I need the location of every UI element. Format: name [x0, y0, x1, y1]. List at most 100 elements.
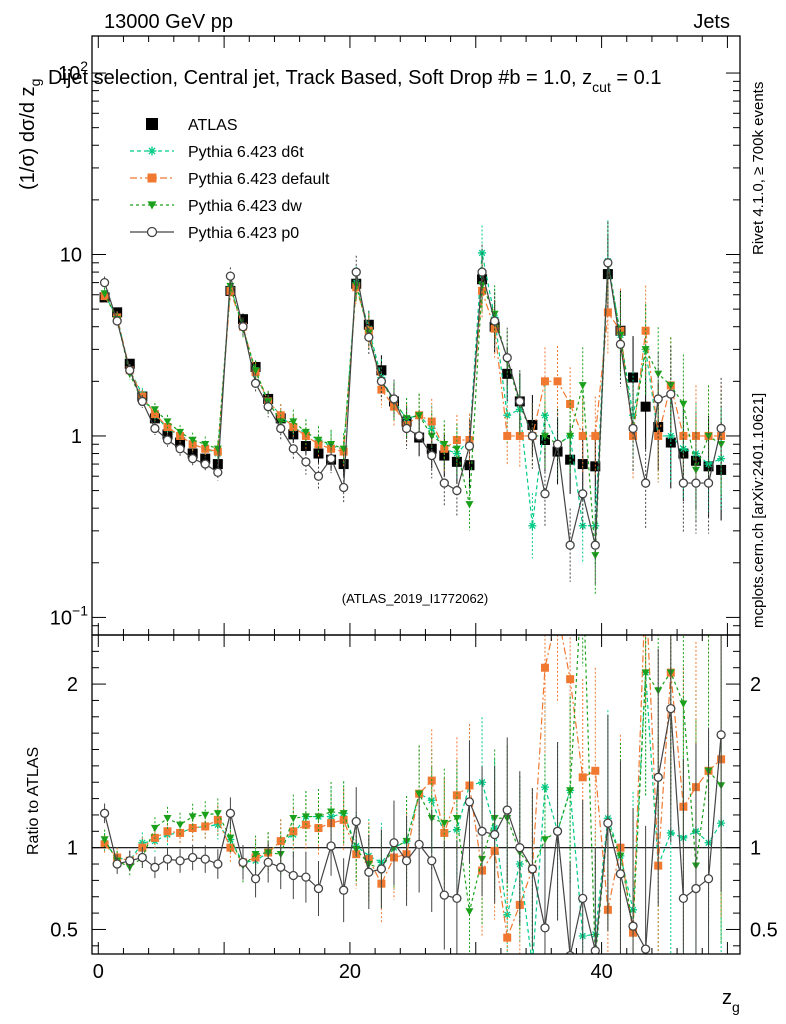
- pythia-6-423-p0-point: [99, 277, 110, 288]
- ratio-pythia-6-423-default-point: [314, 824, 323, 833]
- ratio-pythia-6-423-p0-point: [250, 874, 261, 884]
- ratio-y-tick-label: 2: [67, 674, 78, 696]
- legend-item-pythia-6-423-dw: Pythia 6.423 dw: [130, 198, 302, 215]
- pythia-6-423-p0-point: [188, 453, 198, 464]
- ratio-pythia-6-423-default-point: [591, 766, 600, 775]
- ratio-pythia-6-423-dw-point: [440, 819, 449, 828]
- pythia-6-423-p0-point: [339, 482, 349, 493]
- pythia-6-423-d6t-point: [578, 521, 587, 530]
- ratio-pythia-6-423-dw-point: [452, 815, 461, 823]
- ratio-pythia-6-423-p0-point: [439, 890, 449, 900]
- ratio-pythia-6-423-p0-point: [640, 944, 651, 954]
- legend-item-pythia-6-423-default: Pythia 6.423 default: [130, 171, 330, 188]
- main-y-tick-label: 1: [71, 426, 82, 448]
- ratio-pythia-6-423-p0-point: [691, 883, 701, 894]
- pythia-6-423-p0-point: [112, 316, 122, 326]
- ratio-pythia-6-423-p0-point: [527, 864, 538, 874]
- pythia-6-423-p0-point: [464, 441, 475, 451]
- pythia-6-423-p0-point: [288, 444, 298, 454]
- ratio-pythia-6-423-dw-point: [314, 813, 323, 821]
- ratio-pythia-6-423-p0-point: [276, 862, 286, 872]
- plot-title-tail: = 0.1: [611, 67, 662, 89]
- ratio-pythia-6-423-dw-point: [201, 811, 210, 819]
- legend-label: Pythia 6.423 dw: [188, 198, 302, 215]
- category-label: Jets: [693, 11, 730, 33]
- pythia-6-423-p0-point: [150, 423, 160, 434]
- pythia-6-423-p0-point: [452, 485, 462, 496]
- pythia-6-423-default-point: [150, 410, 159, 419]
- pythia-6-423-p0-point: [527, 431, 538, 441]
- main-y-axis-label: (1/σ) dσ/d zg: [17, 79, 43, 190]
- ratio-pythia-6-423-p0-point: [578, 893, 588, 904]
- pythia-6-423-default-point: [641, 326, 650, 335]
- pythia-6-423-p0-point: [414, 431, 424, 441]
- atlas-point: [552, 446, 563, 457]
- pythia-6-423-d6t-point: [629, 411, 638, 420]
- x-tick-label: 0: [93, 961, 104, 983]
- ratio-pythia-6-423-p0-point: [678, 893, 689, 904]
- ratio-pythia-6-423-p0-point: [603, 818, 613, 828]
- ratio-frame: [91, 634, 741, 955]
- legend-label: Pythia 6.423 p0: [188, 225, 299, 242]
- pythia-6-423-p0-point: [666, 389, 676, 399]
- plot-title: Dijet selection, Central jet, Track Base…: [48, 67, 661, 95]
- ratio-pythia-6-423-p0-point: [590, 946, 600, 954]
- pythia-6-423-p0-point: [401, 423, 412, 434]
- ratio-pythia-6-423-p0-point: [162, 854, 173, 864]
- pythia-6-423-p0-point: [703, 478, 714, 488]
- pythia-6-423-p0-point: [578, 489, 588, 499]
- pythia-6-423-dw-line: [104, 262, 722, 556]
- ratio-pythia-6-423-p0-point: [326, 841, 336, 851]
- ratio-pythia-6-423-default-point: [642, 579, 650, 587]
- pythia-6-423-dw-point: [163, 418, 172, 426]
- ratio-pythia-6-423-dw-point: [540, 836, 549, 844]
- ratio-y-tick-label-right: 2: [750, 674, 761, 696]
- ratio-pythia-6-423-p0-point: [515, 843, 525, 853]
- ratio-pythia-6-423-dw-point: [188, 813, 197, 821]
- pythia-6-423-default-point: [188, 440, 197, 449]
- legend-swatch-marker: [147, 201, 157, 210]
- ratio-pythia-6-423-p0-point: [540, 923, 550, 933]
- ratio-pythia-6-423-p0-point: [364, 867, 374, 877]
- series-pythia-6-423-d6t: [100, 220, 726, 566]
- main-y-tick-label: 10: [60, 244, 82, 266]
- ratio-pythia-6-423-p0-point: [477, 826, 487, 836]
- ratio-pythia-6-423-dw-point: [327, 808, 336, 816]
- ratio-pythia-6-423-default-point: [100, 840, 109, 849]
- atlas-point: [313, 448, 324, 459]
- ratio-pythia-6-423-default-point: [540, 663, 549, 672]
- ratio-y-axis-label: Ratio to ATLAS: [25, 747, 42, 855]
- ratio-pythia-6-423-dw-point: [176, 821, 185, 829]
- ratio-pythia-6-423-default-point: [566, 675, 575, 684]
- ratio-pythia-6-423-dw-point: [213, 810, 222, 818]
- legend-label: Pythia 6.423 default: [188, 171, 330, 188]
- ratio-pythia-6-423-dw-point: [301, 813, 310, 821]
- ratio-panel: [92, 565, 740, 954]
- ratio-pythia-6-423-dw-line: [104, 635, 722, 954]
- pythia-6-423-p0-point: [200, 459, 210, 469]
- pythia-6-423-default-point: [377, 385, 386, 394]
- pythia-6-423-dw-point: [402, 415, 411, 423]
- ratio-pythia-6-423-default-point: [578, 773, 587, 782]
- pythia-6-423-dw-point: [314, 436, 323, 444]
- ratio-pythia-6-423-p0-point: [112, 859, 122, 869]
- pythia-6-423-dw-point: [666, 382, 675, 390]
- pythia-6-423-p0-point: [162, 435, 173, 445]
- pythia-6-423-d6t-point: [528, 521, 537, 530]
- pythia-6-423-p0-point: [565, 540, 575, 550]
- atlas-point: [300, 441, 311, 452]
- pythia-6-423-p0-point: [615, 339, 626, 349]
- ratio-pythia-6-423-p0-point: [716, 730, 726, 740]
- ratio-pythia-6-423-p0-point: [339, 885, 349, 895]
- pythia-6-423-p0-point: [376, 376, 387, 386]
- ratio-y-tick-label: 0.5: [50, 919, 78, 941]
- atlas-point: [338, 459, 349, 470]
- pythia-6-423-dw-point: [176, 428, 185, 437]
- legend-item-atlas: ATLAS: [146, 117, 238, 134]
- pythia-6-423-dw-point: [704, 432, 713, 440]
- pythia-6-423-dw-point: [150, 406, 159, 414]
- pythia-6-423-p0-point: [364, 332, 374, 342]
- ratio-pythia-6-423-dw-point: [579, 565, 587, 572]
- ratio-pythia-6-423-dw-point: [415, 790, 424, 798]
- pythia-6-423-default-point: [591, 431, 600, 440]
